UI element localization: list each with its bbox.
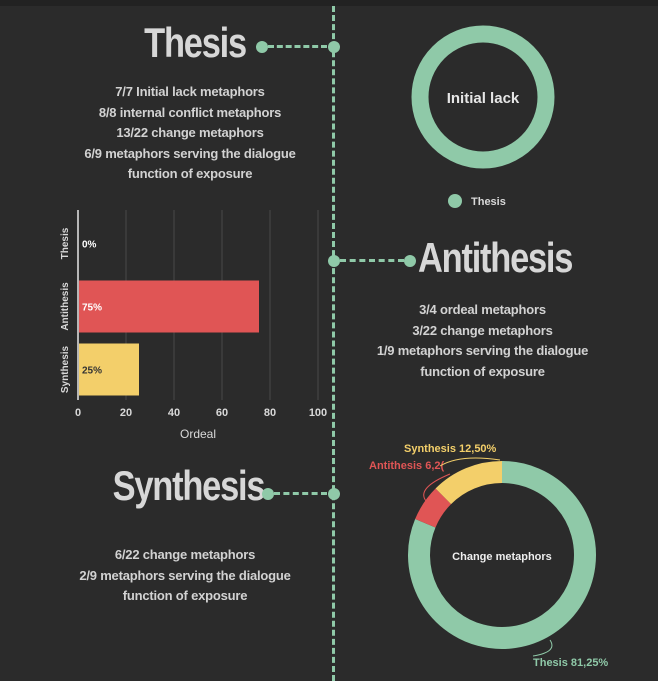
top-strip <box>0 0 658 6</box>
thesis-line: function of exposure <box>127 166 253 181</box>
donut2-leader-synthesis <box>439 457 501 467</box>
synthesis-line: 2/9 metaphors serving the dialogue <box>79 567 291 583</box>
ordeal-bar-chart: 0% 75% 25% 0 20 40 60 80 100 Thesis Antithesis Sy… <box>60 210 327 441</box>
donut2-slice-thesis <box>408 461 596 649</box>
synthesis-connector <box>274 492 327 495</box>
synthesis-heading: Synthesis <box>112 462 266 509</box>
synthesis-line: function of exposure <box>122 588 248 603</box>
antithesis-text: 3/4 ordeal metaphors 3/22 change metapho… <box>345 300 620 382</box>
bar-antithesis <box>79 280 259 333</box>
donut1-slice-thesis <box>411 25 555 169</box>
bar-data-label: 0% <box>82 240 97 251</box>
donut1-legend-label: Thesis <box>471 196 506 208</box>
bar-x-tick-label: 80 <box>264 407 276 419</box>
timeline-line <box>332 6 335 681</box>
donut2-label-thesis: Thesis 81,25% <box>533 657 608 669</box>
initial-lack-donut-chart: Initial lack Thesis <box>411 25 555 208</box>
thesis-heading: Thesis <box>144 19 247 66</box>
donut2-label-synthesis: Synthesis 12,50% <box>404 443 497 455</box>
thesis-heading-node <box>256 41 268 53</box>
change-metaphors-donut-chart: Change metaphors Thesis 81,25% Antithesis… <box>369 443 608 669</box>
synthesis-line: 6/22 change metaphors <box>114 547 256 562</box>
donut1-legend-swatch <box>448 194 462 208</box>
thesis-line: 6/9 metaphors serving the dialogue <box>84 145 296 161</box>
bar-category-label: Thesis <box>60 227 71 259</box>
thesis-line: 8/8 internal conflict metaphors <box>98 104 282 120</box>
bar-x-axis-label: Ordeal <box>180 427 216 441</box>
antithesis-heading: Antithesis <box>418 234 573 281</box>
donut2-slice-synthesis <box>435 461 503 505</box>
antithesis-line: function of exposure <box>420 363 545 379</box>
antithesis-timeline-node <box>328 255 340 267</box>
donut2-leader-antithesis <box>423 473 451 502</box>
bar-synthesis <box>79 343 139 396</box>
bar-x-tick-label: 0 <box>75 407 81 419</box>
thesis-text: 7/7 Initial lack metaphors 8/8 internal … <box>45 82 335 185</box>
thesis-line: 13/22 change metaphors <box>116 125 264 140</box>
bar-x-tick-label: 100 <box>309 407 327 419</box>
antithesis-line: 1/9 metaphors serving the dialogue <box>376 343 589 358</box>
donut2-center-label: Change metaphors <box>452 551 552 563</box>
bar-data-label: 25% <box>82 366 102 377</box>
antithesis-line: 3/4 ordeal metaphors <box>419 302 546 317</box>
antithesis-connector <box>340 259 404 262</box>
antithesis-line: 3/22 change metaphors <box>412 322 553 338</box>
donut2-slice-antithesis <box>415 488 452 528</box>
thesis-line: 7/7 Initial lack metaphors <box>115 84 265 99</box>
bar-x-tick-label: 40 <box>168 407 180 419</box>
bar-x-tick-label: 60 <box>216 407 228 419</box>
bar-category-label: Synthesis <box>60 345 71 393</box>
antithesis-heading-node <box>404 255 416 267</box>
thesis-connector <box>268 45 327 48</box>
bar-category-label: Antithesis <box>60 282 71 331</box>
synthesis-text: 6/22 change metaphors 2/9 metaphors serv… <box>45 545 325 607</box>
bar-data-label: 75% <box>82 303 102 314</box>
thesis-timeline-node <box>328 41 340 53</box>
donut2-label-antithesis: Antithesis 6,2( <box>369 460 445 472</box>
donut1-center-label: Initial lack <box>447 90 520 107</box>
donut2-leader-thesis <box>532 639 553 657</box>
synthesis-heading-node <box>262 488 274 500</box>
bar-x-tick-label: 20 <box>120 407 132 419</box>
synthesis-timeline-node <box>328 488 340 500</box>
